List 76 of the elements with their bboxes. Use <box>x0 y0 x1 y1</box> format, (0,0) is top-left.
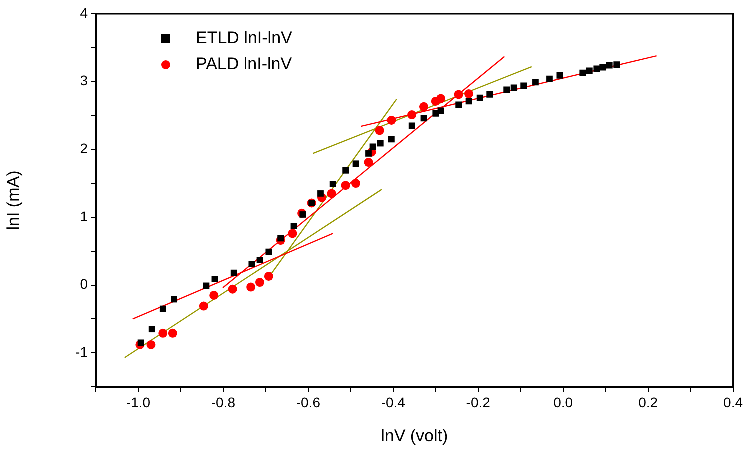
point <box>408 110 417 120</box>
x-tick-label: -1.0 <box>126 394 151 410</box>
y-tick-label: 3 <box>80 72 88 89</box>
point <box>366 150 372 157</box>
point <box>248 261 256 268</box>
point <box>158 328 168 338</box>
point <box>256 257 264 264</box>
legend-label: PALD lnI-lnV <box>196 54 293 74</box>
point <box>600 64 606 71</box>
point <box>454 90 464 100</box>
y-axis-title: lnI (mA) <box>4 170 23 230</box>
point <box>377 140 384 147</box>
x-tick-label: 0.4 <box>724 394 744 410</box>
point <box>614 62 620 68</box>
point <box>138 340 144 346</box>
x-tick-label: -0.4 <box>381 394 406 410</box>
legend-label: ETLD lnI-lnV <box>196 28 294 48</box>
point <box>170 296 178 303</box>
point <box>419 102 428 112</box>
point <box>330 181 336 188</box>
point <box>318 190 324 197</box>
point <box>341 181 350 190</box>
x-tick-label: 0.0 <box>554 394 574 410</box>
y-tick-label: 2 <box>80 140 88 156</box>
point <box>520 82 527 90</box>
y-tick-label: -1 <box>76 344 88 360</box>
point <box>255 278 264 288</box>
point <box>199 302 208 311</box>
point <box>370 144 376 150</box>
point <box>586 68 593 74</box>
point <box>580 70 586 76</box>
point <box>278 235 284 242</box>
point <box>288 229 298 238</box>
x-axis-title: lnV (volt) <box>381 426 448 446</box>
y-tick-label: 4 <box>80 4 88 21</box>
point <box>546 76 553 82</box>
point <box>290 223 298 230</box>
point <box>246 282 256 292</box>
point <box>264 272 274 281</box>
point <box>352 179 361 188</box>
point <box>210 290 219 300</box>
point <box>388 136 395 143</box>
x-tick-label: -0.2 <box>466 394 491 410</box>
point <box>364 158 374 168</box>
point <box>504 86 510 94</box>
point <box>476 94 484 102</box>
point <box>148 326 156 333</box>
point <box>228 284 238 294</box>
point <box>486 92 494 98</box>
point <box>432 110 440 117</box>
point <box>408 122 416 130</box>
point <box>212 276 218 282</box>
point <box>456 102 462 108</box>
point <box>556 72 564 79</box>
y-tick-label: 0 <box>80 276 88 292</box>
point <box>436 94 446 104</box>
point <box>375 126 384 136</box>
y-tick-label: 1 <box>80 208 88 224</box>
point <box>532 79 539 86</box>
point <box>594 66 600 72</box>
point <box>300 212 306 218</box>
point <box>342 167 349 174</box>
point <box>510 84 518 92</box>
point <box>352 160 360 168</box>
point <box>230 270 238 276</box>
point <box>327 189 336 198</box>
point <box>168 328 178 338</box>
point <box>266 248 272 256</box>
point <box>387 116 396 125</box>
x-tick-label: -0.8 <box>211 394 236 410</box>
x-tick-label: 0.2 <box>638 394 658 410</box>
point <box>146 340 156 350</box>
point <box>464 90 474 99</box>
point <box>160 306 166 312</box>
x-tick-label: -0.6 <box>296 394 321 410</box>
point <box>606 62 613 69</box>
